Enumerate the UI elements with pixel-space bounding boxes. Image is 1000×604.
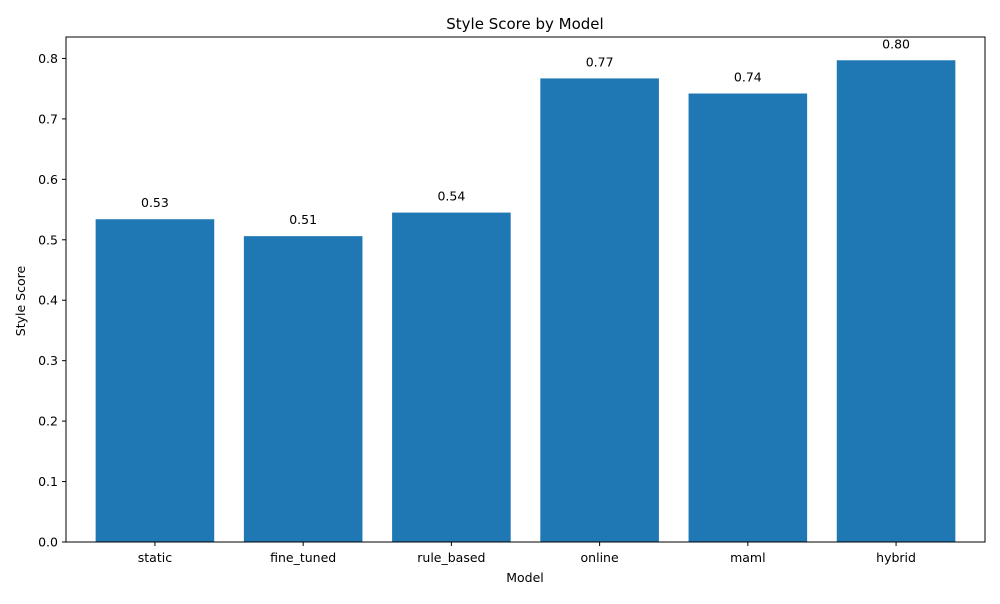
x-tick-label-rule_based: rule_based [417,550,485,565]
data-label-static: 0.53 [141,195,169,210]
bar-maml [688,93,808,542]
bar-fine_tuned [243,236,363,542]
y-tick-label: 0.0 [38,535,58,550]
plot-frame [65,36,986,543]
bar-hybrid [836,60,956,542]
bars-layer: 0.53 0.51 0.54 0.77 0.74 0.80 [95,36,956,543]
y-tick-label: 0.4 [38,293,58,308]
data-label-hybrid: 0.80 [882,36,910,51]
y-axis-title: Style Score [13,266,28,337]
x-axis-title: Model [506,570,544,585]
bar-online [540,78,659,542]
y-tick-label: 0.6 [38,172,58,187]
x-tick-label-maml: maml [730,550,766,565]
x-tick-label-static: static [138,550,172,565]
y-tick-label: 0.8 [38,51,58,66]
chart-title: Style Score by Model [446,15,603,33]
data-label-rule_based: 0.54 [437,189,465,204]
y-tick-label: 0.7 [38,111,58,126]
y-tick-label: 0.1 [38,474,58,489]
data-label-online: 0.77 [586,54,614,69]
data-label-maml: 0.74 [734,70,762,85]
x-tick-label-online: online [581,550,619,565]
bar-rule_based [392,212,511,542]
x-tick-label-fine_tuned: fine_tuned [270,550,336,565]
y-tick-label: 0.3 [38,353,58,368]
data-label-fine_tuned: 0.51 [289,212,317,227]
axes-layer: 0.0 0.1 0.2 0.3 0.4 0.5 0.6 0.7 0.8 static fine_tu… [38,36,986,565]
x-tick-label-hybrid: hybrid [876,550,916,565]
y-tick-label: 0.5 [38,232,58,247]
bar-static [95,219,215,543]
y-tick-label: 0.2 [38,414,58,429]
